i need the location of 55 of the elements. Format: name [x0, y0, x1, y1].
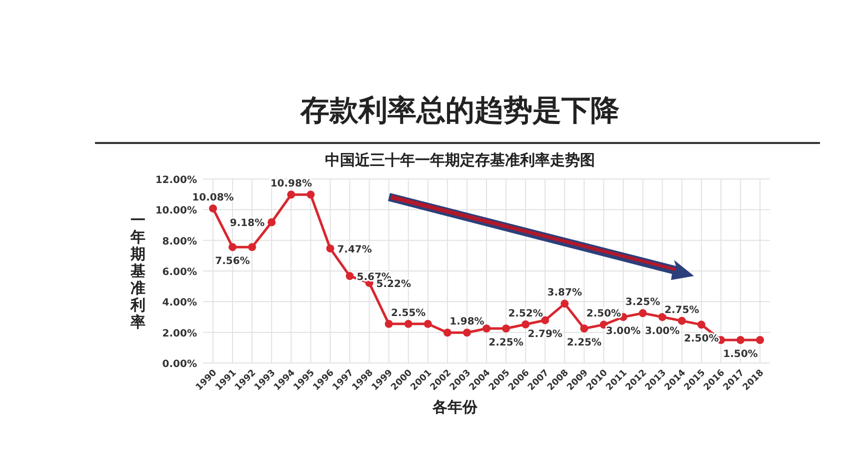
data-label: 5.22% [376, 278, 411, 290]
point [502, 324, 510, 332]
data-label: 1.98% [450, 316, 484, 328]
point [384, 320, 393, 328]
point [443, 328, 452, 337]
point [678, 316, 686, 325]
point [482, 324, 490, 332]
point [462, 328, 471, 337]
point [424, 320, 432, 328]
data-label: 2.25% [566, 338, 602, 348]
point [560, 300, 569, 308]
data-label: 7.47% [337, 244, 372, 256]
point [541, 316, 550, 324]
point [326, 244, 334, 252]
data-label: 2.79% [528, 329, 562, 340]
point [697, 320, 706, 329]
y-tick-label: 6.00% [162, 267, 197, 278]
data-label: 3.00% [606, 326, 641, 337]
y-tick-label: 4.00% [162, 298, 197, 309]
data-label: 3.25% [625, 297, 660, 308]
point [658, 313, 666, 321]
point [522, 320, 530, 328]
point [287, 190, 296, 199]
data-label: 2.25% [488, 338, 524, 348]
point [248, 243, 256, 252]
x-axis-title: 各年份 [432, 398, 478, 416]
y-axis-title: 一年期基准利率 [130, 211, 146, 331]
chart-title: 存款利率总的趋势是下降 [300, 93, 620, 127]
y-tick-label: 0.00% [162, 359, 197, 370]
point [306, 190, 315, 199]
point [756, 336, 764, 344]
y-tick-label: 2.00% [162, 328, 197, 340]
point [736, 336, 744, 344]
y-tick-label: 10.00% [155, 206, 197, 217]
data-label: 10.08% [192, 192, 234, 204]
point [404, 320, 412, 328]
chart-subtitle: 中国近三十年一年期定存基准利率走势图 [325, 151, 595, 169]
data-label: 3.00% [644, 326, 680, 337]
data-label: 10.98% [270, 178, 312, 190]
point [580, 324, 588, 332]
point [209, 204, 217, 212]
data-label: 7.56% [215, 256, 250, 268]
data-label: 1.50% [723, 349, 758, 360]
point [268, 218, 276, 226]
point [228, 243, 237, 252]
data-label: 2.55% [391, 308, 426, 319]
point [346, 272, 354, 280]
y-tick-label: 12.00% [155, 175, 197, 186]
data-label: 2.50% [586, 308, 622, 320]
point [638, 309, 647, 318]
data-label: 9.18% [230, 218, 265, 230]
y-tick-label: 8.00% [162, 236, 197, 248]
data-label: 2.75% [664, 304, 700, 316]
data-label: 3.87% [547, 288, 582, 299]
data-label: 2.52% [508, 308, 543, 320]
